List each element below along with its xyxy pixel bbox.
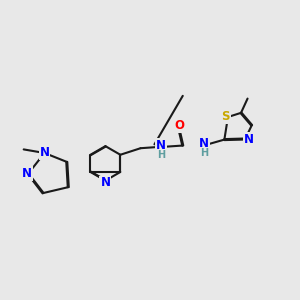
Text: N: N	[40, 146, 50, 159]
Text: N: N	[156, 139, 167, 152]
Text: N: N	[244, 133, 254, 146]
Text: N: N	[100, 176, 110, 190]
Text: H: H	[157, 150, 165, 160]
Text: S: S	[221, 110, 230, 123]
Text: H: H	[200, 148, 208, 158]
Text: N: N	[22, 167, 32, 180]
Text: N: N	[199, 137, 209, 150]
Text: O: O	[174, 119, 184, 132]
